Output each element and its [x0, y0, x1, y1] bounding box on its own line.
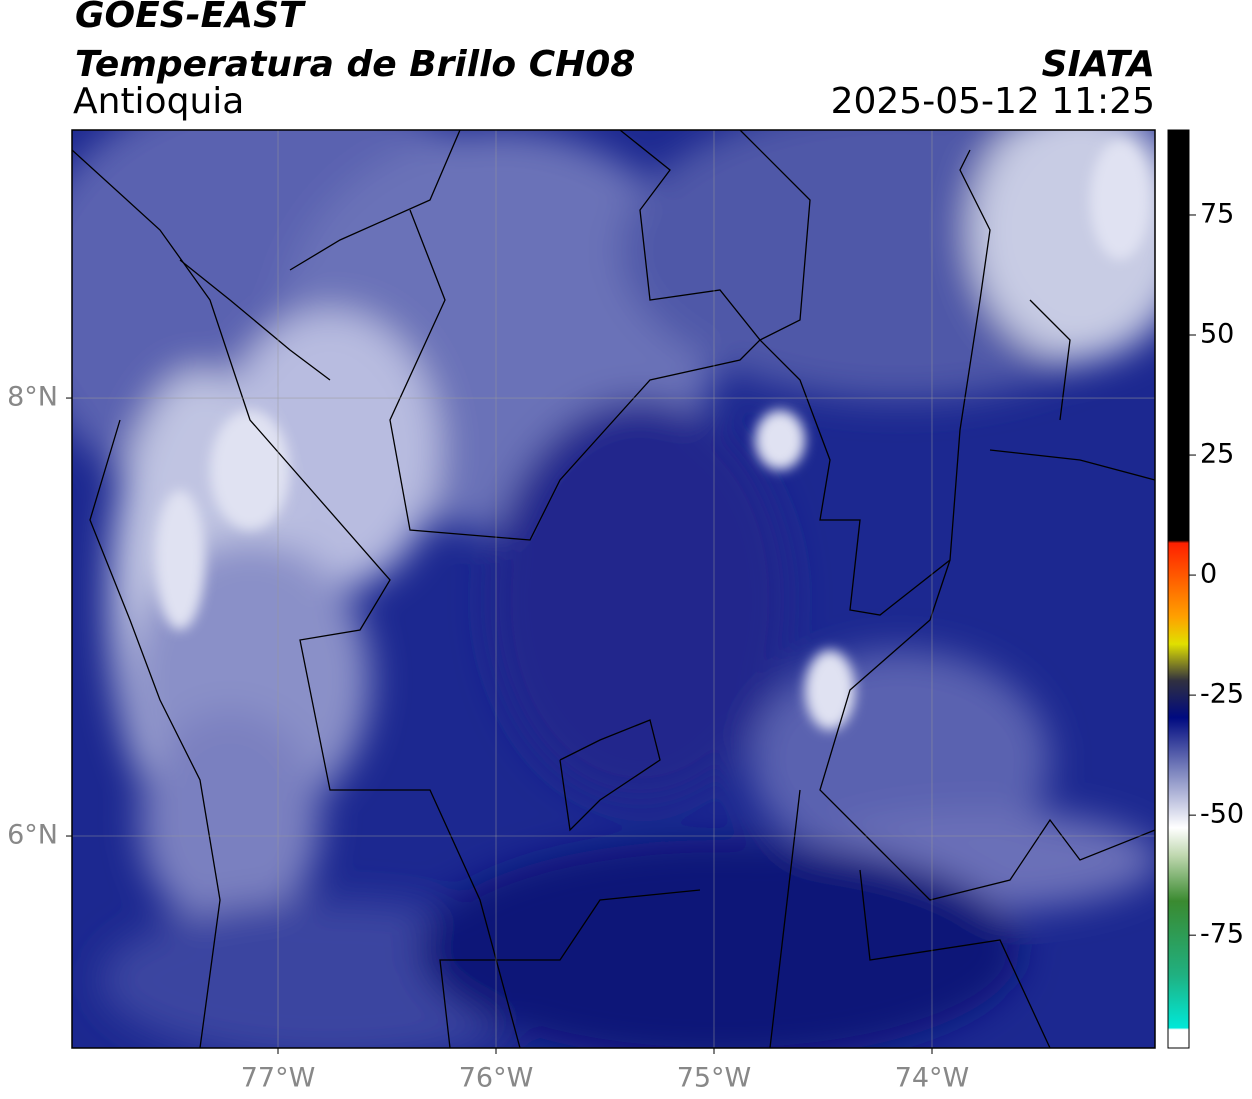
region: Antioquia: [73, 81, 244, 122]
x-tick-label: 77°W: [241, 1063, 316, 1094]
colorbar-tick-label: 0: [1200, 559, 1217, 590]
subtitle: Temperatura de Brillo CH08: [75, 44, 635, 85]
x-tick-label: 74°W: [895, 1063, 970, 1094]
colorbar-tick-label: -75: [1200, 919, 1244, 950]
colorbar: [1167, 129, 1190, 1049]
y-tick-label: 6°N: [7, 820, 58, 851]
colorbar-tick-label: -25: [1200, 679, 1244, 710]
y-tick-label: 8°N: [7, 382, 58, 413]
colorbar-tick-label: 50: [1200, 319, 1234, 350]
colorbar-tick-label: 25: [1200, 439, 1234, 470]
title: GOES-EAST: [75, 0, 306, 36]
x-tick-label: 76°W: [459, 1063, 534, 1094]
colorbar-tick-label: -50: [1200, 799, 1244, 830]
colorbar-tick-label: 75: [1200, 198, 1234, 229]
source: SIATA: [1042, 44, 1155, 85]
map-frame: [71, 129, 1156, 1049]
graticule: [72, 130, 1155, 1048]
satellite-image: [72, 130, 1155, 1048]
boundaries: [72, 130, 1155, 1048]
datetime: 2025-05-12 11:25: [831, 81, 1155, 122]
x-tick-label: 75°W: [677, 1063, 752, 1094]
